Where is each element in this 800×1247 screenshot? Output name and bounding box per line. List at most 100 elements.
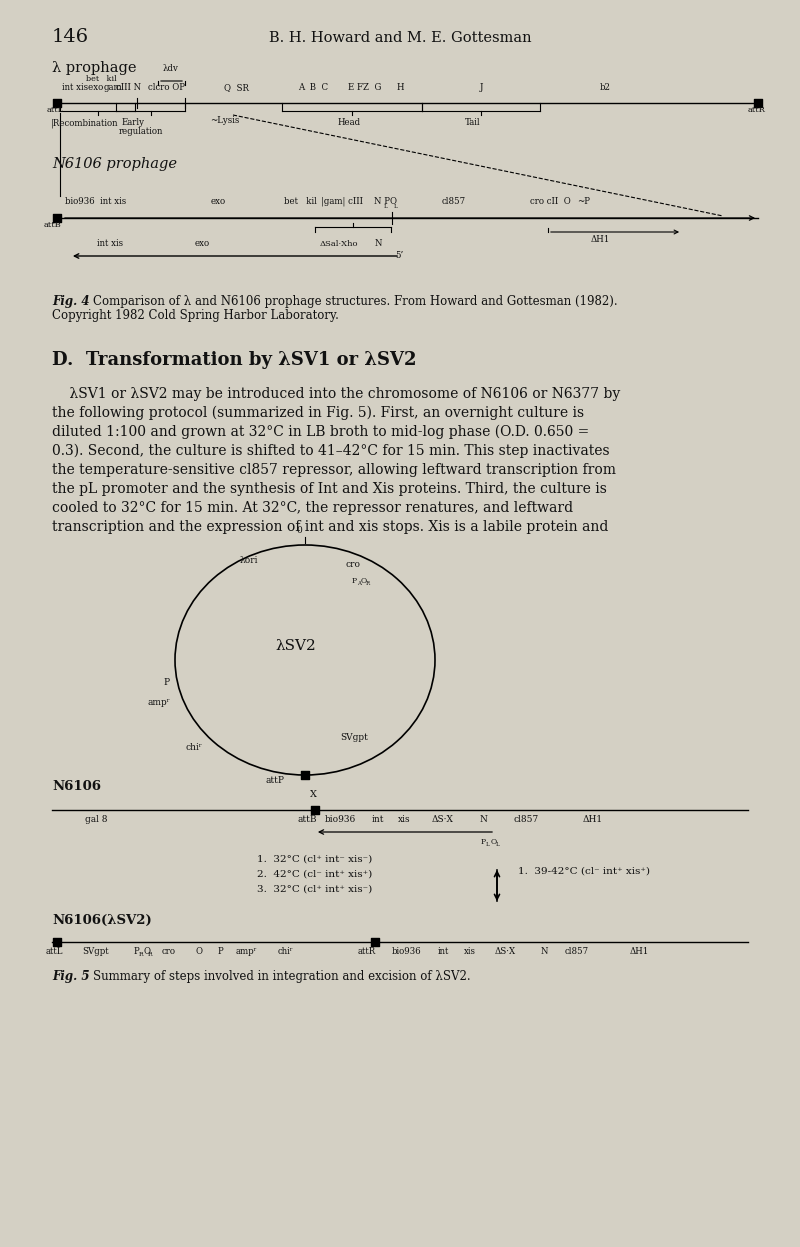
Text: J: J	[480, 84, 483, 92]
Text: A: A	[357, 581, 361, 586]
Text: N P: N P	[374, 197, 390, 206]
Text: attB: attB	[298, 816, 318, 824]
Text: P: P	[481, 838, 486, 845]
Text: H: H	[397, 84, 405, 92]
Text: int xisexo: int xisexo	[62, 84, 103, 92]
Text: Fig. 5: Fig. 5	[52, 970, 98, 983]
Text: the pL promoter and the synthesis of Int and Xis proteins. Third, the culture is: the pL promoter and the synthesis of Int…	[52, 483, 607, 496]
Text: Copyright 1982 Cold Spring Harbor Laboratory.: Copyright 1982 Cold Spring Harbor Labora…	[52, 309, 339, 322]
Text: N: N	[479, 816, 487, 824]
Text: λori: λori	[240, 556, 258, 565]
Text: ~Lysis: ~Lysis	[210, 116, 239, 125]
Text: Fig. 4: Fig. 4	[52, 296, 98, 308]
Text: bio936: bio936	[325, 816, 356, 824]
Text: 2.  42°C (cl⁻ int⁺ xis⁺): 2. 42°C (cl⁻ int⁺ xis⁺)	[257, 870, 372, 879]
Text: Q  SR: Q SR	[224, 84, 249, 92]
Text: O: O	[491, 838, 497, 845]
Text: λSV2: λSV2	[275, 638, 316, 653]
Text: the following protocol (summarized in Fig. 5). First, an overnight culture is: the following protocol (summarized in Fi…	[52, 405, 584, 420]
Text: gam: gam	[104, 84, 122, 92]
Text: chiʳ: chiʳ	[278, 946, 294, 956]
Text: |gam| cIII: |gam| cIII	[321, 197, 363, 207]
Text: λSV1 or λSV2 may be introduced into the chromosome of N6106 or N6377 by: λSV1 or λSV2 may be introduced into the …	[52, 387, 620, 402]
Text: A  B  C: A B C	[298, 84, 328, 92]
Text: cro: cro	[345, 560, 360, 569]
Text: attR: attR	[358, 946, 376, 956]
Text: b2: b2	[600, 84, 611, 92]
Text: transcription and the expression of int and xis stops. Xis is a labile protein a: transcription and the expression of int …	[52, 520, 608, 534]
Text: ampʳ: ampʳ	[148, 698, 171, 707]
Text: cl857: cl857	[442, 197, 466, 206]
Text: R: R	[139, 951, 144, 956]
Text: L: L	[496, 842, 500, 847]
Text: attR: attR	[748, 106, 766, 113]
Text: ΔH1: ΔH1	[583, 816, 603, 824]
Text: exo: exo	[195, 239, 210, 248]
Text: |Recombination: |Recombination	[51, 118, 118, 127]
Text: O: O	[361, 577, 367, 585]
Text: int xis: int xis	[97, 239, 123, 248]
Text: E FZ  G: E FZ G	[348, 84, 382, 92]
Text: int: int	[372, 816, 385, 824]
Text: O: O	[143, 946, 150, 956]
Text: Tail: Tail	[465, 118, 481, 127]
Text: attL: attL	[46, 946, 63, 956]
Text: N: N	[375, 239, 382, 248]
Text: cl857: cl857	[565, 946, 589, 956]
Text: ΔH1: ΔH1	[630, 946, 650, 956]
Text: 0: 0	[296, 526, 302, 535]
Text: attL: attL	[47, 106, 64, 113]
Text: int: int	[438, 946, 450, 956]
Text: P: P	[352, 577, 357, 585]
Text: attP: attP	[265, 776, 284, 786]
Text: R: R	[366, 581, 370, 586]
Text: N6106(λSV2): N6106(λSV2)	[52, 914, 152, 927]
Text: bio936: bio936	[392, 946, 422, 956]
Text: Early: Early	[122, 118, 145, 127]
Text: Head: Head	[338, 118, 361, 127]
Text: N6106 prophage: N6106 prophage	[52, 157, 177, 171]
Text: 3.  32°C (cl⁺ int⁺ xis⁻): 3. 32°C (cl⁺ int⁺ xis⁻)	[257, 885, 372, 894]
Text: cl857: cl857	[513, 816, 538, 824]
Text: L: L	[394, 205, 398, 209]
Text: ΔSal·Xho: ΔSal·Xho	[320, 239, 358, 248]
Text: B. H. Howard and M. E. Gottesman: B. H. Howard and M. E. Gottesman	[269, 31, 531, 45]
Text: D.  Transformation by λSV1 or λSV2: D. Transformation by λSV1 or λSV2	[52, 350, 417, 369]
Text: gal 8: gal 8	[85, 816, 107, 824]
Text: ΔS·X: ΔS·X	[432, 816, 454, 824]
Text: xis: xis	[398, 816, 410, 824]
Text: L: L	[384, 205, 388, 209]
Text: N: N	[541, 946, 549, 956]
Text: bet   kil: bet kil	[284, 197, 317, 206]
Text: 1.  32°C (cl⁺ int⁻ xis⁻): 1. 32°C (cl⁺ int⁻ xis⁻)	[257, 855, 372, 864]
Text: Summary of steps involved in integration and excision of λSV2.: Summary of steps involved in integration…	[93, 970, 470, 983]
Text: O: O	[196, 946, 203, 956]
Text: λ prophage: λ prophage	[52, 61, 137, 75]
Text: cro cII  O: cro cII O	[530, 197, 570, 206]
Text: cro: cro	[162, 946, 176, 956]
Text: SVgpt: SVgpt	[82, 946, 109, 956]
Text: exo: exo	[211, 197, 226, 206]
Text: chiʳ: chiʳ	[186, 743, 203, 752]
Text: N6106: N6106	[52, 781, 101, 793]
Text: O: O	[389, 197, 396, 206]
Text: diluted 1:100 and grown at 32°C in LB broth to mid-log phase (O.D. 0.650 =: diluted 1:100 and grown at 32°C in LB br…	[52, 425, 590, 439]
Text: 146: 146	[52, 27, 89, 46]
Text: bet   kil: bet kil	[86, 75, 117, 84]
Text: clcro OP: clcro OP	[148, 84, 185, 92]
Text: P: P	[134, 946, 140, 956]
Text: regulation: regulation	[119, 127, 163, 136]
Text: ΔS·X: ΔS·X	[495, 946, 516, 956]
Text: xis: xis	[464, 946, 476, 956]
Text: bio936  int xis: bio936 int xis	[65, 197, 126, 206]
Text: ~P: ~P	[577, 197, 590, 206]
Text: 5’: 5’	[395, 251, 403, 261]
Text: 1.  39-42°C (cl⁻ int⁺ xis⁺): 1. 39-42°C (cl⁻ int⁺ xis⁺)	[518, 867, 650, 875]
Text: λdv: λdv	[163, 64, 179, 74]
Text: R: R	[148, 951, 153, 956]
Text: X: X	[310, 791, 317, 799]
Text: Comparison of λ and N6106 prophage structures. From Howard and Gottesman (1982).: Comparison of λ and N6106 prophage struc…	[93, 296, 618, 308]
Text: P: P	[218, 946, 224, 956]
Text: attB: attB	[44, 221, 62, 229]
Text: the temperature-sensitive cl857 repressor, allowing leftward transcription from: the temperature-sensitive cl857 represso…	[52, 463, 616, 478]
